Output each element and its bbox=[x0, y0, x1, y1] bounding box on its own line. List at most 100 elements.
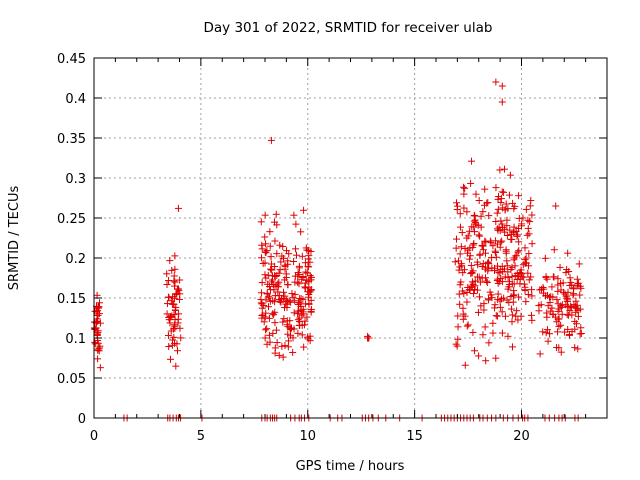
data-point bbox=[491, 304, 499, 312]
data-point bbox=[519, 214, 527, 222]
data-point bbox=[273, 339, 281, 347]
data-point bbox=[272, 326, 280, 334]
data-point bbox=[461, 244, 469, 252]
data-point bbox=[480, 306, 488, 314]
data-point bbox=[166, 257, 174, 265]
data-point bbox=[278, 342, 286, 350]
data-point bbox=[508, 273, 516, 281]
data-point bbox=[577, 329, 585, 337]
data-point bbox=[492, 249, 500, 257]
y-tick-label: 0 bbox=[78, 412, 86, 427]
data-point bbox=[554, 287, 562, 295]
data-point bbox=[479, 331, 487, 339]
data-point bbox=[279, 242, 287, 250]
data-point bbox=[493, 312, 501, 320]
data-point bbox=[577, 324, 585, 332]
data-point bbox=[470, 290, 478, 298]
data-point bbox=[525, 276, 533, 284]
data-point bbox=[172, 291, 180, 299]
data-point bbox=[277, 298, 285, 306]
data-point bbox=[262, 240, 270, 248]
data-point bbox=[452, 340, 460, 348]
data-point bbox=[271, 237, 279, 245]
data-point bbox=[274, 283, 282, 291]
data-point bbox=[463, 208, 471, 216]
data-point bbox=[174, 319, 182, 327]
data-point bbox=[168, 312, 176, 320]
data-point bbox=[507, 305, 515, 313]
data-point bbox=[266, 242, 274, 250]
data-point bbox=[281, 342, 289, 350]
data-point bbox=[257, 296, 265, 304]
data-point bbox=[165, 343, 173, 351]
data-point bbox=[460, 190, 468, 198]
data-point bbox=[468, 269, 476, 277]
data-point bbox=[273, 250, 281, 258]
data-point bbox=[452, 244, 460, 252]
data-point bbox=[494, 268, 502, 276]
data-point bbox=[571, 317, 579, 325]
data-point bbox=[540, 285, 548, 293]
data-point bbox=[485, 212, 493, 220]
data-point bbox=[290, 325, 298, 333]
data-point bbox=[474, 221, 482, 229]
data-point bbox=[299, 295, 307, 303]
data-point bbox=[506, 226, 514, 234]
data-point bbox=[479, 208, 487, 216]
data-point bbox=[476, 232, 484, 240]
data-point bbox=[515, 247, 523, 255]
data-point bbox=[494, 262, 502, 270]
data-point bbox=[557, 348, 565, 356]
data-point bbox=[170, 272, 178, 280]
data-point bbox=[301, 283, 309, 291]
data-point bbox=[525, 250, 533, 258]
data-point bbox=[536, 350, 544, 358]
data-point bbox=[546, 330, 554, 338]
data-point bbox=[526, 202, 534, 210]
data-point bbox=[304, 288, 312, 296]
data-point bbox=[163, 280, 171, 288]
data-point bbox=[453, 206, 461, 214]
data-point bbox=[291, 297, 299, 305]
data-point bbox=[463, 298, 471, 306]
data-point bbox=[292, 245, 300, 253]
data-point bbox=[477, 212, 485, 220]
data-point bbox=[514, 316, 522, 324]
data-point bbox=[301, 284, 309, 292]
data-point bbox=[453, 342, 461, 350]
data-point bbox=[258, 254, 266, 262]
data-point bbox=[473, 286, 481, 294]
data-point bbox=[286, 324, 294, 332]
data-point bbox=[526, 218, 534, 226]
data-point bbox=[300, 206, 308, 214]
data-point bbox=[500, 188, 508, 196]
data-point bbox=[297, 295, 305, 303]
data-point bbox=[469, 241, 477, 249]
data-point bbox=[567, 278, 575, 286]
data-point bbox=[544, 337, 552, 345]
data-point bbox=[453, 199, 461, 207]
data-point bbox=[467, 270, 475, 278]
data-point bbox=[294, 316, 302, 324]
data-point bbox=[480, 300, 488, 308]
data-point bbox=[265, 303, 273, 311]
data-point bbox=[94, 304, 102, 312]
data-point bbox=[258, 312, 266, 320]
data-point bbox=[289, 294, 297, 302]
data-point bbox=[516, 269, 524, 277]
data-point bbox=[571, 344, 579, 352]
data-point bbox=[304, 333, 312, 341]
data-point bbox=[305, 252, 313, 260]
data-point bbox=[94, 345, 102, 353]
data-point bbox=[483, 199, 491, 207]
data-point bbox=[468, 157, 476, 165]
data-point bbox=[516, 280, 524, 288]
data-point bbox=[562, 269, 570, 277]
data-point bbox=[509, 298, 517, 306]
data-point bbox=[513, 232, 521, 240]
data-point bbox=[528, 316, 536, 324]
data-point bbox=[515, 293, 523, 301]
data-point bbox=[96, 319, 104, 327]
data-point bbox=[261, 248, 269, 256]
data-point bbox=[564, 249, 572, 257]
